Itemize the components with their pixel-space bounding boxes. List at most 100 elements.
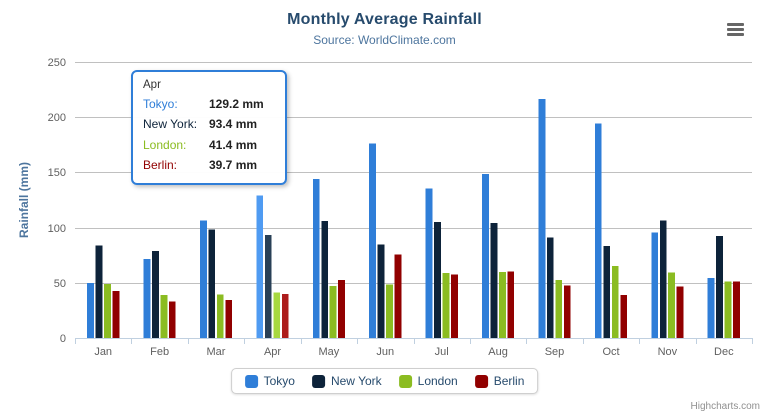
legend-swatch-london — [398, 374, 412, 388]
x-axis-category-label: Apr — [264, 346, 281, 358]
bar-new-york-oct[interactable] — [603, 245, 611, 338]
export-menu-button[interactable] — [724, 20, 748, 40]
bar-tokyo-feb[interactable] — [143, 259, 151, 338]
legend-item-berlin[interactable]: Berlin — [474, 374, 525, 388]
y-axis-tick-label: 150 — [48, 167, 66, 179]
bar-london-oct[interactable] — [611, 266, 619, 338]
bar-tokyo-jan[interactable] — [87, 282, 94, 338]
legend-label: New York — [330, 374, 382, 388]
tooltip-series-value: 41.4 mm — [209, 137, 258, 152]
bar-tokyo-aug[interactable] — [482, 174, 489, 338]
bar-tokyo-mar[interactable] — [200, 220, 207, 339]
bar-tokyo-apr[interactable] — [256, 195, 264, 338]
bar-tokyo-jul[interactable] — [425, 188, 433, 338]
bar-tokyo-dec[interactable] — [707, 277, 715, 338]
bar-new-york-jul[interactable] — [434, 222, 441, 338]
bar-berlin-may[interactable] — [338, 279, 345, 338]
bar-new-york-feb[interactable] — [152, 251, 159, 338]
bar-tokyo-nov[interactable] — [651, 232, 659, 339]
bar-berlin-apr[interactable] — [281, 294, 289, 338]
x-axis-category-label: May — [319, 346, 340, 358]
bar-london-nov[interactable] — [668, 272, 675, 339]
x-axis-category-label: Jan — [94, 346, 112, 358]
hamburger-icon — [727, 22, 745, 36]
bar-london-jan[interactable] — [104, 284, 111, 338]
bar-berlin-jun[interactable] — [394, 254, 402, 338]
bar-london-apr[interactable] — [273, 292, 281, 338]
bar-berlin-mar[interactable] — [225, 299, 233, 338]
bar-new-york-nov[interactable] — [659, 220, 667, 338]
x-axis-category-label: Nov — [658, 346, 678, 358]
legend-item-london[interactable]: London — [398, 374, 458, 388]
tooltip-row-london: London: 41.4 mm — [143, 135, 275, 155]
bar-london-may[interactable] — [329, 286, 337, 338]
bar-new-york-may[interactable] — [321, 221, 329, 338]
y-axis-tick-label: 100 — [48, 223, 66, 235]
bar-new-york-apr[interactable] — [264, 234, 272, 338]
bar-new-york-jan[interactable] — [95, 245, 103, 338]
bar-berlin-aug[interactable] — [507, 271, 515, 338]
bar-london-dec[interactable] — [724, 281, 732, 339]
tooltip-row-new-york: New York: 93.4 mm — [143, 114, 275, 134]
x-axis-category-label: Oct — [602, 346, 619, 358]
tooltip-series-label: New York: — [143, 117, 198, 132]
legend-item-new-york[interactable]: New York — [311, 374, 382, 388]
legend-item-tokyo[interactable]: Tokyo — [244, 374, 295, 388]
y-axis-tick-label: 50 — [54, 278, 66, 290]
chart-title: Monthly Average Rainfall — [287, 11, 482, 28]
bar-new-york-dec[interactable] — [716, 236, 723, 338]
bar-london-jun[interactable] — [386, 284, 393, 338]
bar-berlin-nov[interactable] — [676, 286, 684, 338]
legend-swatch-new-york — [311, 374, 325, 388]
legend-swatch-berlin — [474, 374, 488, 388]
bar-berlin-jan[interactable] — [112, 291, 120, 338]
bar-new-york-mar[interactable] — [208, 229, 216, 338]
x-axis-category-label: Dec — [714, 346, 734, 358]
tooltip: Apr Tokyo: 129.2 mm New York: 93.4 mm London… — [131, 70, 287, 185]
tooltip-series-value: 93.4 mm — [209, 117, 258, 132]
tooltip-header: Apr — [143, 79, 161, 91]
y-axis-tick-label: 200 — [48, 112, 66, 124]
bar-new-york-jun[interactable] — [377, 244, 385, 338]
legend-label: Berlin — [493, 374, 525, 388]
tooltip-row-berlin: Berlin: 39.7 mm — [143, 155, 275, 175]
bar-berlin-sep[interactable] — [563, 285, 571, 338]
tooltip-series-label: London: — [143, 137, 187, 152]
bar-new-york-aug[interactable] — [490, 222, 498, 338]
bar-london-mar[interactable] — [216, 294, 224, 338]
bar-berlin-dec[interactable] — [733, 281, 740, 338]
bar-tokyo-jun[interactable] — [369, 143, 376, 338]
legend: Tokyo New York London Berlin — [230, 368, 539, 394]
bar-tokyo-may[interactable] — [312, 179, 320, 338]
tooltip-series-value: 129.2 mm — [209, 97, 264, 111]
bar-london-sep[interactable] — [555, 280, 563, 338]
bar-berlin-jul[interactable] — [451, 274, 458, 338]
credits-link[interactable]: Highcharts.com — [690, 401, 760, 412]
tooltip-series-label: Berlin: — [143, 158, 178, 173]
chart-subtitle: Source: WorldClimate.com — [313, 33, 456, 47]
bar-london-jul[interactable] — [442, 272, 450, 338]
bar-berlin-oct[interactable] — [620, 294, 628, 338]
y-axis-title: Rainfall (mm) — [17, 162, 31, 238]
bar-london-aug[interactable] — [499, 272, 506, 338]
bar-berlin-feb[interactable] — [168, 301, 176, 338]
legend-label: London — [417, 374, 458, 388]
x-axis-category-label: Mar — [207, 346, 226, 358]
tooltip-row-tokyo: Tokyo: 129.2 mm — [143, 94, 275, 114]
x-axis-category-label: Aug — [488, 346, 508, 358]
y-axis-tick-label: 0 — [60, 333, 66, 345]
y-axis-tick-label: 250 — [48, 57, 66, 69]
x-axis-category-label: Jun — [376, 346, 394, 358]
legend-swatch-tokyo — [244, 374, 258, 388]
tooltip-series-value: 39.7 mm — [209, 158, 258, 173]
x-axis-category-label: Feb — [150, 346, 169, 358]
bar-tokyo-sep[interactable] — [538, 99, 546, 338]
bar-tokyo-oct[interactable] — [594, 123, 602, 338]
tooltip-series-label: Tokyo: — [143, 97, 178, 111]
legend-label: Tokyo — [263, 374, 295, 388]
bar-london-feb[interactable] — [160, 295, 168, 338]
bar-new-york-sep[interactable] — [546, 237, 554, 338]
x-axis-category-label: Jul — [435, 346, 449, 358]
